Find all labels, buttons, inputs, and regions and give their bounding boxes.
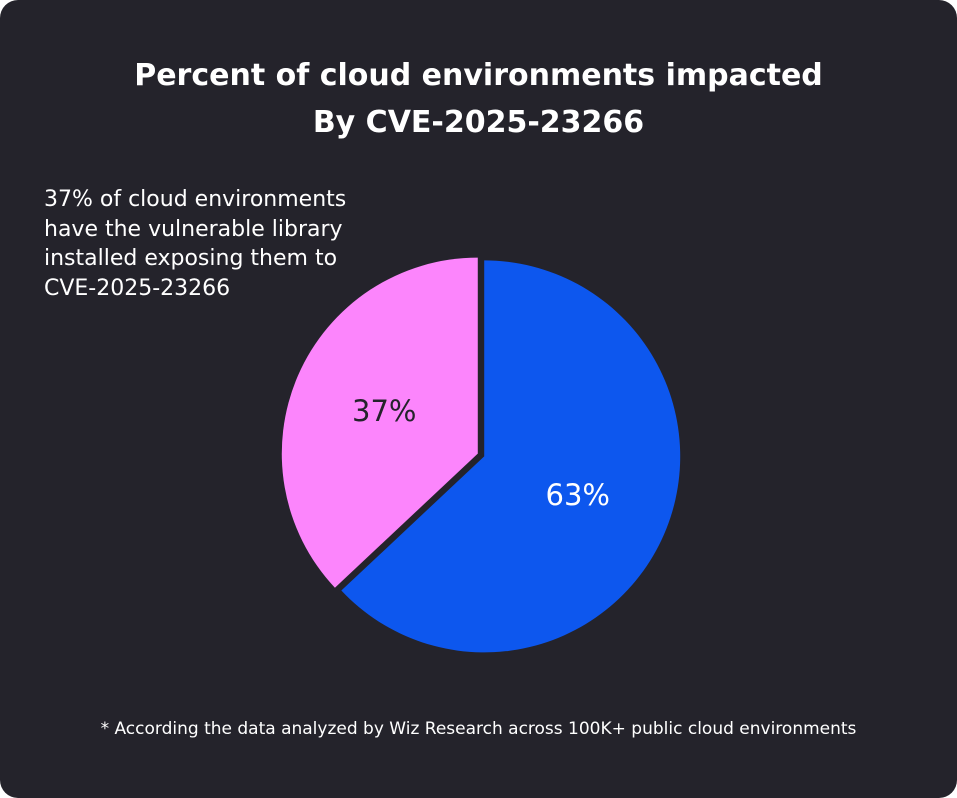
pie-slice-label-37: 37% [352,394,416,428]
annotation-line-1: 37% of cloud environments [44,187,347,212]
annotation-text: 37% of cloud environments have the vulne… [44,185,404,303]
chart-title-line-2: By CVE-2025-23266 [312,105,645,140]
annotation-line-2: have the vulnerable library [44,216,343,242]
annotation-line-4: CVE-2025-23266 [44,275,231,301]
pie-slice-63 [341,260,681,653]
annotation-line-3: installed exposing them to [44,246,338,271]
pie-slice-label-63: 63% [546,478,610,512]
chart-title: Percent of cloud environments impacted B… [0,52,957,146]
chart-title-line-1: Percent of cloud environments impacted [134,58,823,93]
pie-slice-37 [281,257,478,588]
footnote: * According the data analyzed by Wiz Res… [100,719,857,739]
